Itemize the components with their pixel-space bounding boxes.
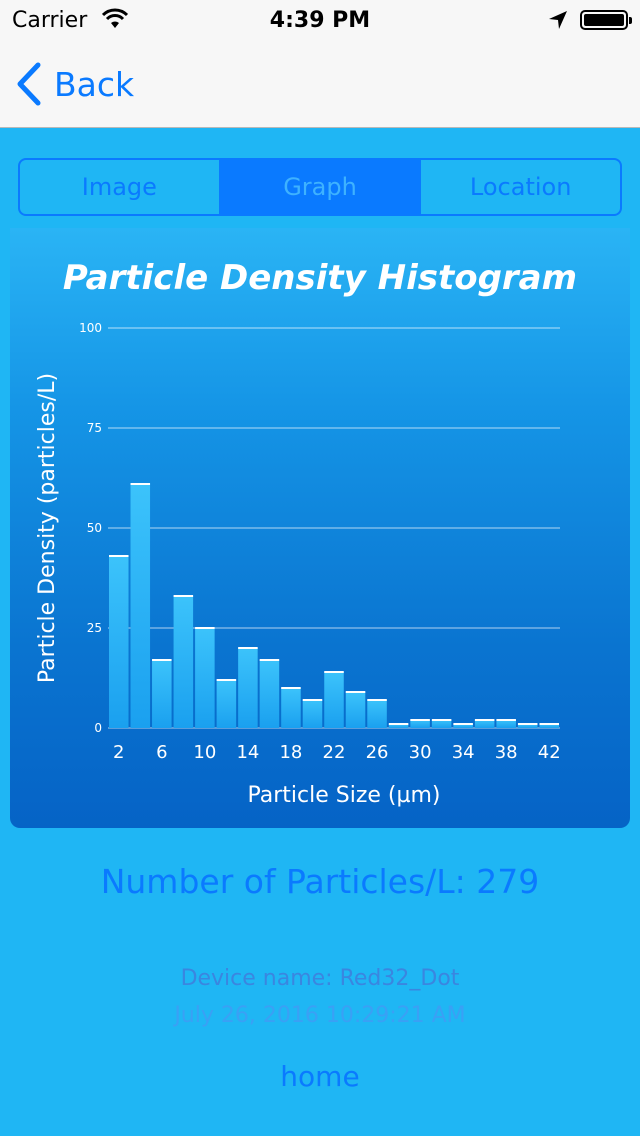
tab-image[interactable]: Image: [20, 160, 221, 214]
x-tick-label: 10: [193, 742, 216, 763]
back-label: Back: [54, 64, 135, 104]
histogram-bar: [259, 660, 280, 728]
back-button[interactable]: Back: [14, 60, 134, 108]
top-bar: Carrier 4:39 PM Back: [0, 0, 640, 128]
histogram-bar: [130, 484, 151, 728]
histogram-bar: [388, 724, 409, 728]
histogram-bar: [496, 720, 516, 728]
histogram-bar: [453, 724, 473, 728]
histogram-bar: [109, 556, 129, 728]
status-bar: Carrier 4:39 PM: [0, 0, 640, 40]
tab-graph[interactable]: Graph: [220, 160, 422, 214]
x-tick-label: 6: [156, 742, 167, 763]
histogram-bar: [216, 680, 237, 728]
y-axis-label: Particle Density (particles/L): [35, 373, 60, 683]
home-link[interactable]: home: [280, 1060, 360, 1093]
tab-location[interactable]: Location: [469, 173, 572, 201]
histogram-bar: [281, 688, 301, 728]
histogram-bar: [302, 700, 323, 728]
clock-time: 4:39 PM: [269, 8, 371, 33]
histogram-bar: [345, 692, 366, 728]
timestamp: July 26, 2016 10:29:21 AM: [174, 1003, 466, 1028]
x-axis-label: Particle Size (µm): [247, 783, 440, 808]
x-tick-label: 38: [495, 742, 518, 763]
x-tick-label: 34: [452, 742, 475, 763]
carrier-label: Carrier: [12, 8, 88, 33]
y-tick-label: 0: [94, 721, 102, 735]
histogram-bar: [431, 720, 452, 728]
battery-icon: [580, 10, 632, 30]
histogram-bar: [152, 660, 172, 728]
histogram-bar: [517, 724, 538, 728]
location-arrow-icon: [549, 11, 567, 29]
chart-card: Particle Density Histogram 0 25 50 75 100 2 6 1…: [10, 228, 630, 828]
histogram-bar: [173, 596, 194, 728]
histogram-bar: [474, 720, 495, 728]
histogram-bar: [195, 628, 215, 728]
wifi-icon: [102, 8, 128, 28]
histogram-bar: [324, 672, 344, 728]
x-tick-label: 18: [279, 742, 302, 763]
view-segmented-control: Image Graph Location: [18, 158, 622, 216]
x-tick-label: 2: [113, 742, 124, 763]
x-tick-label: 42: [538, 742, 561, 763]
histogram-bar: [238, 648, 258, 728]
histogram-bar: [367, 700, 387, 728]
histogram-bar: [539, 724, 559, 728]
particle-count: Number of Particles/L: 279: [100, 862, 540, 901]
y-tick-label: 50: [87, 521, 102, 535]
y-tick-label: 25: [87, 621, 102, 635]
y-tick-label: 75: [87, 421, 102, 435]
y-tick-label: 100: [79, 321, 102, 335]
x-tick-label: 22: [323, 742, 346, 763]
x-tick-label: 30: [409, 742, 432, 763]
chart-title: Particle Density Histogram: [62, 258, 578, 298]
device-name: Device name: Red32_Dot: [180, 966, 460, 991]
chevron-left-icon: [17, 62, 41, 106]
histogram-bar: [410, 720, 430, 728]
x-tick-label: 14: [236, 742, 259, 763]
x-tick-label: 26: [366, 742, 389, 763]
